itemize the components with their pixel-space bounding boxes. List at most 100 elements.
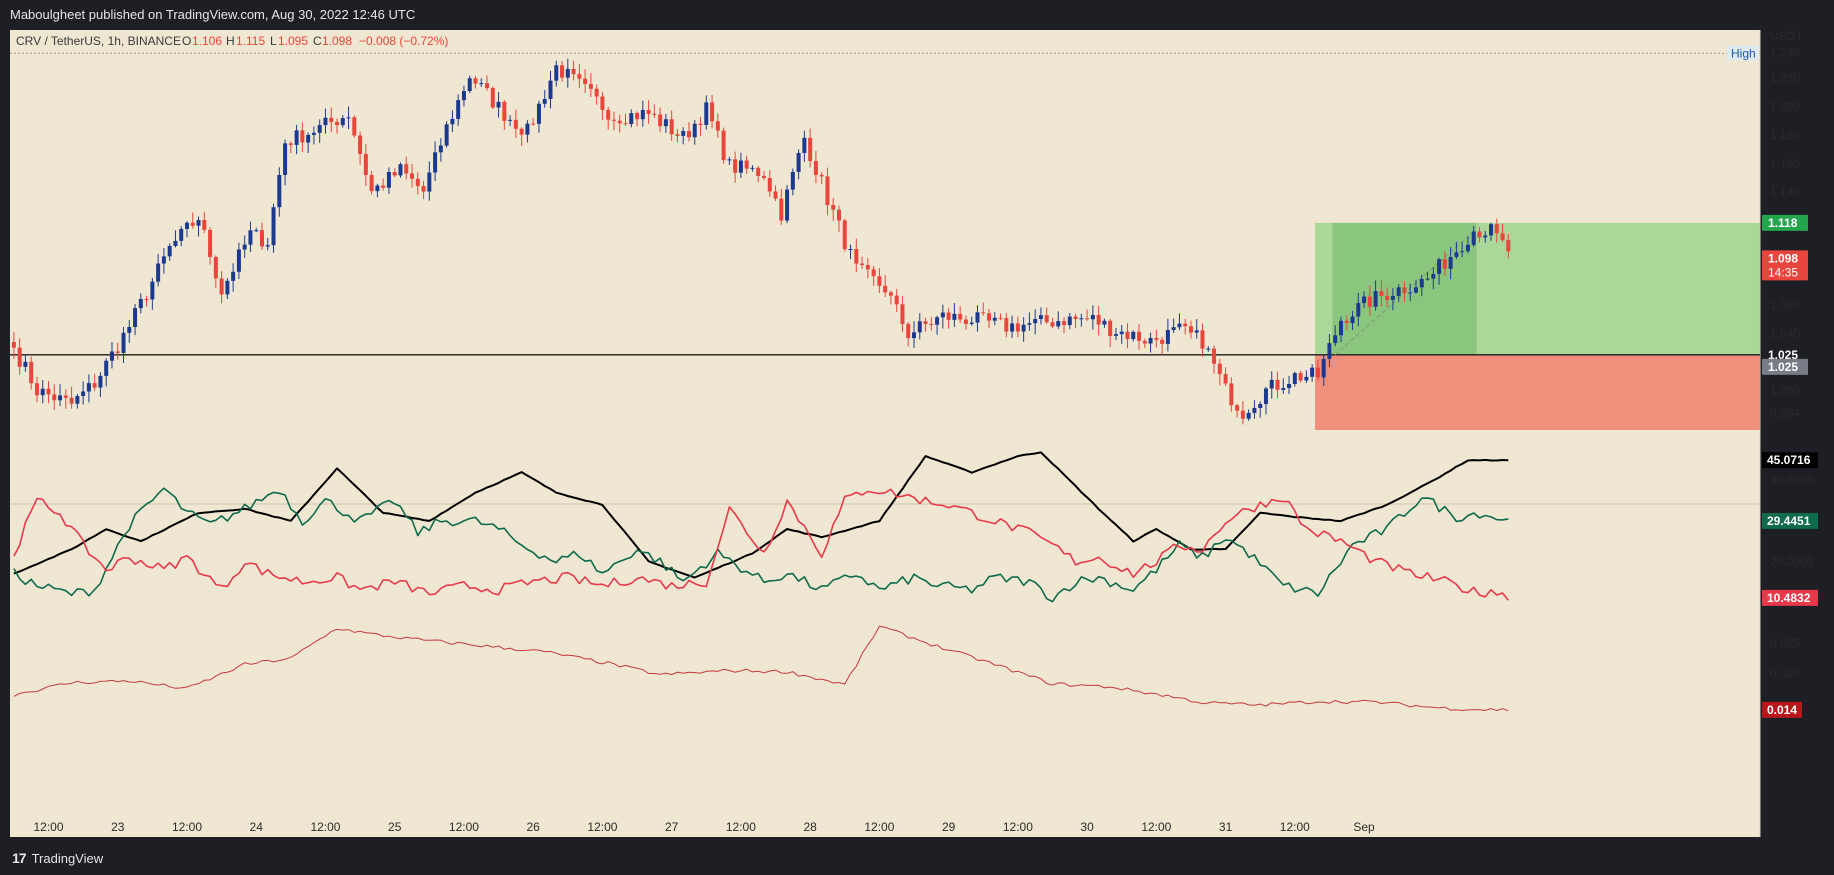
- candle[interactable]: [98, 372, 103, 397]
- candle[interactable]: [992, 312, 997, 326]
- candle[interactable]: [144, 295, 149, 307]
- candle[interactable]: [398, 162, 403, 178]
- candle[interactable]: [236, 242, 241, 280]
- candle[interactable]: [23, 354, 28, 372]
- candle[interactable]: [1165, 318, 1170, 352]
- candle[interactable]: [1419, 274, 1424, 297]
- candle[interactable]: [629, 109, 634, 128]
- candle[interactable]: [1113, 327, 1118, 341]
- candle[interactable]: [1471, 225, 1476, 247]
- candle[interactable]: [115, 342, 120, 360]
- candle[interactable]: [1396, 284, 1401, 303]
- candle[interactable]: [1292, 371, 1297, 387]
- candle[interactable]: [196, 216, 201, 237]
- candle[interactable]: [156, 253, 161, 287]
- candle[interactable]: [600, 91, 605, 120]
- candle[interactable]: [1413, 279, 1418, 294]
- candle[interactable]: [848, 244, 853, 260]
- candle[interactable]: [363, 143, 368, 186]
- candle[interactable]: [1310, 364, 1315, 382]
- candle[interactable]: [208, 227, 213, 265]
- candle[interactable]: [900, 296, 905, 333]
- candle[interactable]: [1402, 281, 1407, 302]
- candle[interactable]: [1142, 338, 1147, 348]
- candle[interactable]: [1183, 318, 1188, 335]
- candle[interactable]: [254, 227, 259, 233]
- candle[interactable]: [335, 118, 340, 134]
- candle[interactable]: [710, 95, 715, 129]
- candle[interactable]: [1258, 401, 1263, 418]
- candle[interactable]: [877, 268, 882, 294]
- candle[interactable]: [663, 113, 668, 133]
- candle[interactable]: [231, 263, 236, 292]
- candle[interactable]: [438, 138, 443, 162]
- candle[interactable]: [1119, 325, 1124, 344]
- candle[interactable]: [461, 85, 466, 107]
- candle[interactable]: [202, 211, 207, 234]
- candle[interactable]: [34, 376, 39, 403]
- candle[interactable]: [1056, 311, 1061, 329]
- candle[interactable]: [767, 170, 772, 197]
- candle[interactable]: [69, 386, 74, 409]
- candle[interactable]: [340, 115, 345, 128]
- candle[interactable]: [1281, 378, 1286, 395]
- candle[interactable]: [248, 221, 253, 252]
- candle[interactable]: [11, 332, 16, 359]
- candle[interactable]: [1194, 319, 1199, 339]
- candle[interactable]: [415, 172, 420, 195]
- candle[interactable]: [669, 110, 674, 141]
- candle[interactable]: [1160, 336, 1165, 355]
- candle[interactable]: [473, 76, 478, 89]
- candle[interactable]: [46, 381, 51, 404]
- candle[interactable]: [560, 60, 565, 82]
- candle[interactable]: [813, 150, 818, 184]
- candle[interactable]: [761, 170, 766, 181]
- candle[interactable]: [883, 274, 888, 297]
- candle[interactable]: [1321, 355, 1326, 386]
- candle[interactable]: [773, 185, 778, 202]
- candle[interactable]: [490, 86, 495, 109]
- candle[interactable]: [138, 293, 143, 314]
- chart-area[interactable]: USDT1.2381.2201.2001.1801.1601.1401.0801…: [0, 30, 1834, 842]
- candle[interactable]: [1062, 317, 1067, 334]
- candle[interactable]: [952, 303, 957, 327]
- candle[interactable]: [467, 75, 472, 94]
- candle[interactable]: [733, 151, 738, 183]
- candle[interactable]: [1010, 315, 1015, 338]
- candle[interactable]: [1350, 311, 1355, 331]
- candle[interactable]: [1333, 325, 1338, 347]
- candle[interactable]: [450, 110, 455, 133]
- candle[interactable]: [1154, 329, 1159, 348]
- candle[interactable]: [1425, 271, 1430, 281]
- candle[interactable]: [259, 222, 264, 251]
- candle[interactable]: [1356, 292, 1361, 327]
- candle[interactable]: [1021, 317, 1026, 342]
- candle[interactable]: [271, 203, 276, 253]
- candle[interactable]: [173, 230, 178, 248]
- candle[interactable]: [1079, 313, 1084, 327]
- time-axis[interactable]: 12:00 23 12:00 24 12:00 25 12:00 26 12:00 27 12:00…: [33, 820, 1375, 834]
- candle[interactable]: [1379, 280, 1384, 307]
- candle[interactable]: [554, 60, 559, 87]
- candle[interactable]: [63, 389, 68, 409]
- candle[interactable]: [179, 226, 184, 247]
- candle[interactable]: [1027, 312, 1032, 331]
- candle[interactable]: [81, 381, 86, 405]
- candle[interactable]: [1315, 359, 1320, 382]
- candle[interactable]: [410, 163, 415, 188]
- candle[interactable]: [213, 255, 218, 288]
- candle[interactable]: [923, 317, 928, 332]
- candle[interactable]: [981, 302, 986, 316]
- candle[interactable]: [946, 308, 951, 329]
- candle[interactable]: [427, 161, 432, 201]
- candle[interactable]: [75, 393, 80, 409]
- candle[interactable]: [1148, 332, 1153, 353]
- candle[interactable]: [646, 100, 651, 124]
- candle[interactable]: [311, 126, 316, 145]
- candle[interactable]: [1252, 400, 1257, 419]
- candle[interactable]: [288, 141, 293, 154]
- candle[interactable]: [692, 119, 697, 145]
- candle[interactable]: [1235, 403, 1240, 418]
- candle[interactable]: [686, 121, 691, 142]
